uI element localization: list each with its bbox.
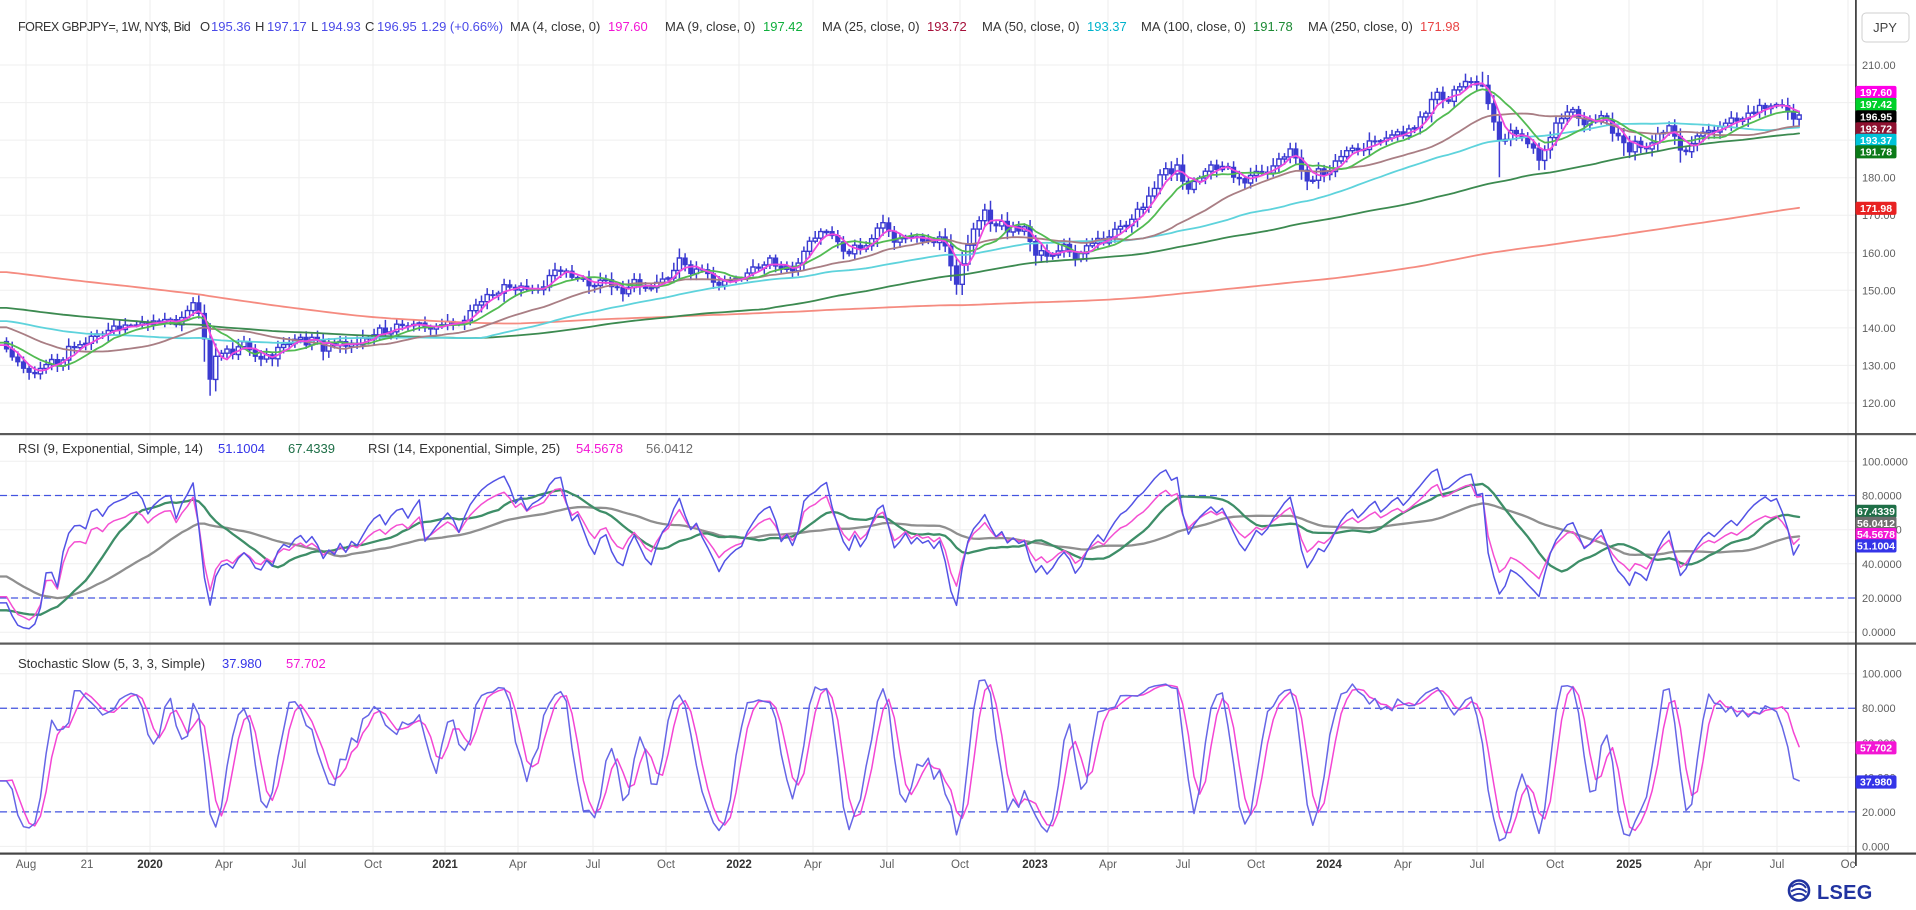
- svg-text:Oct: Oct: [657, 859, 676, 871]
- svg-text:RSI (14, Exponential, Simple,: RSI (14, Exponential, Simple, 25): [368, 441, 560, 456]
- svg-text:JPY: JPY: [1873, 20, 1897, 35]
- svg-text:MA (4, close, 0): MA (4, close, 0): [510, 19, 600, 34]
- svg-text:80.000: 80.000: [1862, 703, 1896, 715]
- svg-text:Jul: Jul: [586, 859, 601, 871]
- svg-text:54.5678: 54.5678: [576, 441, 623, 456]
- svg-text:54.5678: 54.5678: [1857, 529, 1895, 541]
- svg-text:193.37: 193.37: [1087, 19, 1127, 34]
- svg-text:20.000: 20.000: [1862, 807, 1896, 819]
- svg-text:Apr: Apr: [215, 859, 233, 871]
- svg-text:150.00: 150.00: [1862, 285, 1896, 297]
- svg-text:197.42: 197.42: [1860, 99, 1892, 111]
- svg-text:2023: 2023: [1022, 859, 1048, 871]
- svg-text:MA (9, close, 0): MA (9, close, 0): [665, 19, 755, 34]
- svg-text:O: O: [200, 19, 210, 34]
- svg-text:20.0000: 20.0000: [1862, 593, 1902, 605]
- svg-text:Apr: Apr: [1099, 859, 1117, 871]
- svg-text:C: C: [365, 19, 374, 34]
- svg-text:Jul: Jul: [880, 859, 895, 871]
- svg-text:193.72: 193.72: [927, 19, 967, 34]
- svg-text:196.95: 196.95: [377, 19, 417, 34]
- svg-text:67.4339: 67.4339: [288, 441, 335, 456]
- svg-text:197.17: 197.17: [267, 19, 307, 34]
- svg-text:Apr: Apr: [804, 859, 822, 871]
- svg-text:40.0000: 40.0000: [1862, 559, 1902, 571]
- svg-text:0.000: 0.000: [1862, 841, 1890, 853]
- svg-text:193.37: 193.37: [1860, 135, 1892, 147]
- svg-text:195.36: 195.36: [211, 19, 251, 34]
- svg-text:Jul: Jul: [292, 859, 307, 871]
- svg-text:67.4339: 67.4339: [1857, 506, 1895, 518]
- svg-text:51.1004: 51.1004: [1857, 541, 1895, 553]
- svg-text:MA (50, close, 0): MA (50, close, 0): [982, 19, 1080, 34]
- svg-text:MA (250, close, 0): MA (250, close, 0): [1308, 19, 1413, 34]
- svg-text:L: L: [311, 19, 318, 34]
- svg-text:FOREX GBPJPY=, 1W, NY$, Bid: FOREX GBPJPY=, 1W, NY$, Bid: [18, 20, 191, 34]
- svg-text:LSEG: LSEG: [1817, 882, 1873, 904]
- svg-text:Aug: Aug: [16, 859, 36, 871]
- svg-text:Jul: Jul: [1470, 859, 1485, 871]
- svg-text:Apr: Apr: [1394, 859, 1412, 871]
- svg-text:Jul: Jul: [1770, 859, 1785, 871]
- svg-text:197.42: 197.42: [763, 19, 803, 34]
- svg-text:MA (100, close, 0): MA (100, close, 0): [1141, 19, 1246, 34]
- svg-text:Oct: Oct: [1247, 859, 1266, 871]
- svg-text:H: H: [255, 19, 264, 34]
- svg-text:191.78: 191.78: [1860, 146, 1892, 158]
- svg-text:210.00: 210.00: [1862, 60, 1896, 72]
- svg-text:37.980: 37.980: [1860, 777, 1892, 789]
- svg-text:Oct: Oct: [1546, 859, 1565, 871]
- svg-text:130.00: 130.00: [1862, 360, 1896, 372]
- svg-text:Oct: Oct: [364, 859, 383, 871]
- svg-text:193.72: 193.72: [1860, 123, 1892, 135]
- svg-text:2021: 2021: [432, 859, 458, 871]
- svg-text:Apr: Apr: [1694, 859, 1712, 871]
- svg-text:37.980: 37.980: [222, 656, 262, 671]
- svg-text:21: 21: [81, 859, 94, 871]
- svg-text:Jul: Jul: [1176, 859, 1191, 871]
- svg-text:2022: 2022: [726, 859, 752, 871]
- svg-text:1.29 (+0.66%): 1.29 (+0.66%): [421, 19, 503, 34]
- svg-text:197.60: 197.60: [1860, 87, 1892, 99]
- svg-text:56.0412: 56.0412: [646, 441, 693, 456]
- svg-text:197.60: 197.60: [608, 19, 648, 34]
- svg-text:120.00: 120.00: [1862, 398, 1896, 410]
- svg-text:RSI (9, Exponential, Simple, 1: RSI (9, Exponential, Simple, 14): [18, 441, 203, 456]
- svg-text:Apr: Apr: [509, 859, 527, 871]
- svg-text:51.1004: 51.1004: [218, 441, 265, 456]
- svg-text:2025: 2025: [1616, 859, 1642, 871]
- svg-text:100.0000: 100.0000: [1862, 456, 1908, 468]
- svg-text:140.00: 140.00: [1862, 323, 1896, 335]
- svg-text:56.0412: 56.0412: [1857, 518, 1895, 530]
- svg-text:57.702: 57.702: [1860, 742, 1892, 754]
- svg-text:Stochastic Slow (5, 3, 3, Simp: Stochastic Slow (5, 3, 3, Simple): [18, 656, 205, 671]
- svg-text:171.98: 171.98: [1420, 19, 1460, 34]
- svg-text:57.702: 57.702: [286, 656, 326, 671]
- svg-text:Oct: Oct: [951, 859, 970, 871]
- svg-text:100.000: 100.000: [1862, 669, 1902, 681]
- svg-text:2024: 2024: [1316, 859, 1342, 871]
- svg-text:80.0000: 80.0000: [1862, 491, 1902, 503]
- svg-text:160.00: 160.00: [1862, 248, 1896, 260]
- svg-text:Oc: Oc: [1841, 859, 1856, 871]
- svg-text:196.95: 196.95: [1860, 111, 1892, 123]
- svg-text:2020: 2020: [137, 859, 163, 871]
- svg-text:194.93: 194.93: [321, 19, 361, 34]
- svg-text:0.0000: 0.0000: [1862, 627, 1896, 639]
- svg-text:180.00: 180.00: [1862, 173, 1896, 185]
- svg-text:MA (25, close, 0): MA (25, close, 0): [822, 19, 920, 34]
- svg-text:171.98: 171.98: [1860, 203, 1892, 215]
- svg-text:191.78: 191.78: [1253, 19, 1293, 34]
